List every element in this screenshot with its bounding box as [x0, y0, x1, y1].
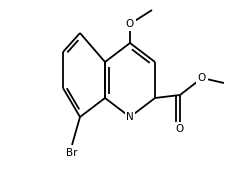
Text: O: O: [176, 124, 184, 134]
Text: O: O: [198, 73, 206, 83]
Text: N: N: [126, 112, 134, 122]
Text: O: O: [126, 19, 134, 29]
Text: Br: Br: [66, 148, 78, 158]
